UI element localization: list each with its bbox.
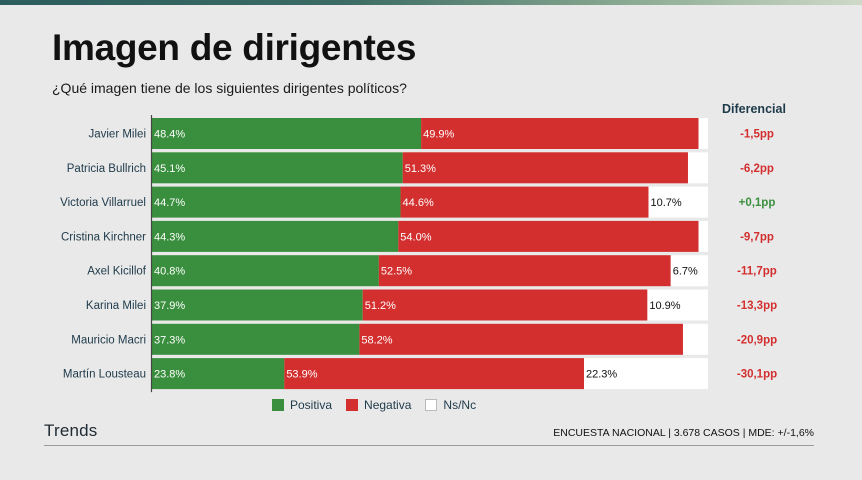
bar-negativa — [398, 220, 699, 252]
bar-negativa — [378, 255, 671, 287]
data-label-negativa: 51.2% — [365, 300, 396, 312]
data-label-negativa: 54.0% — [400, 231, 431, 243]
category-label: Karina Milei — [86, 300, 146, 312]
bar-negativa — [402, 152, 688, 184]
data-label-positiva: 40.8% — [154, 266, 185, 278]
diferencial-value: -1,5pp — [740, 129, 774, 141]
bar-nsnc — [648, 186, 708, 218]
category-label: Axel Kicillof — [87, 266, 147, 278]
legend-swatch-positiva — [272, 399, 284, 411]
data-label-positiva: 23.8% — [154, 369, 185, 381]
legend-label-positiva: Positiva — [290, 398, 333, 412]
diferencial-value: -30,1pp — [737, 369, 777, 381]
legend-swatch-nsnc — [425, 399, 438, 411]
data-label-negativa: 52.5% — [381, 266, 412, 278]
bar-nsnc — [698, 118, 708, 149]
category-label: Martín Lousteau — [63, 369, 146, 381]
chart-title: Imagen de dirigentes — [52, 27, 417, 68]
data-label-nsnc: 10.9% — [649, 300, 680, 312]
category-label: Victoria Villarruel — [60, 197, 146, 209]
legend-label-nsnc: Ns/Nc — [443, 398, 477, 412]
data-label-negativa: 44.6% — [403, 197, 434, 209]
bar-negativa — [284, 358, 585, 390]
bar-nsnc — [584, 358, 708, 390]
legend-item-nsnc: Ns/Nc — [425, 398, 476, 412]
bar-positiva — [152, 358, 285, 390]
bar-nsnc — [698, 220, 708, 252]
diferencial-value: -20,9pp — [737, 334, 777, 346]
diferencial-value: -9,7pp — [740, 231, 774, 243]
data-label-positiva: 44.3% — [154, 231, 185, 243]
legend-item-positiva: Positiva — [272, 398, 332, 412]
bar-positiva — [152, 289, 363, 321]
bar-positiva — [152, 323, 360, 355]
stacked-bar-chart: Javier Milei 48.4% 49.9% -1,5pp Patricia Bul… — [60, 115, 777, 393]
bar-positiva — [152, 220, 399, 252]
data-label-positiva: 44.7% — [154, 197, 185, 209]
data-label-positiva: 45.1% — [154, 163, 185, 175]
data-label-positiva: 37.9% — [154, 300, 185, 312]
bar-positiva — [152, 118, 422, 149]
category-label: Javier Milei — [88, 129, 146, 141]
brand-logo-text: Trends — [44, 421, 98, 440]
legend: Positiva Negativa Ns/Nc — [272, 398, 490, 412]
bar-nsnc — [670, 255, 708, 287]
legend-item-negativa: Negativa — [346, 398, 411, 412]
legend-label-negativa: Negativa — [364, 398, 412, 412]
bar-positiva — [152, 255, 379, 287]
diferencial-value: -13,3pp — [737, 300, 777, 312]
diferencial-value: -6,2pp — [740, 163, 774, 175]
data-label-negativa: 49.9% — [423, 129, 454, 141]
diferencial-value: +0,1pp — [739, 197, 776, 209]
data-label-negativa: 51.3% — [405, 163, 436, 175]
data-label-nsnc: 22.3% — [586, 369, 617, 381]
bar-nsnc — [647, 289, 708, 321]
bar-nsnc — [682, 323, 708, 355]
category-label: Cristina Kirchner — [61, 231, 146, 243]
data-label-negativa: 53.9% — [286, 369, 317, 381]
diferencial-header: Diferencial — [722, 102, 786, 116]
bar-positiva — [152, 152, 403, 184]
bar-negativa — [400, 186, 649, 218]
survey-footnote: ENCUESTA NACIONAL | 3.678 CASOS | MDE: +… — [553, 427, 814, 439]
data-label-positiva: 37.3% — [154, 334, 185, 346]
data-label-nsnc: 6.7% — [673, 266, 698, 278]
bar-negativa — [421, 118, 699, 149]
bar-negativa — [359, 323, 683, 355]
data-label-nsnc: 10.7% — [651, 197, 682, 209]
footer-divider — [44, 445, 814, 446]
top-accent-bar — [0, 0, 862, 5]
data-label-negativa: 58.2% — [361, 334, 392, 346]
bar-positiva — [152, 186, 401, 218]
diferencial-value: -11,7pp — [737, 266, 777, 278]
category-label: Patricia Bullrich — [67, 163, 146, 175]
bar-negativa — [362, 289, 648, 321]
legend-swatch-negativa — [346, 399, 359, 411]
chart-subtitle: ¿Qué imagen tiene de los siguientes diri… — [52, 80, 407, 96]
data-label-positiva: 48.4% — [154, 129, 185, 141]
category-label: Mauricio Macri — [71, 334, 146, 346]
bar-nsnc — [687, 152, 708, 184]
